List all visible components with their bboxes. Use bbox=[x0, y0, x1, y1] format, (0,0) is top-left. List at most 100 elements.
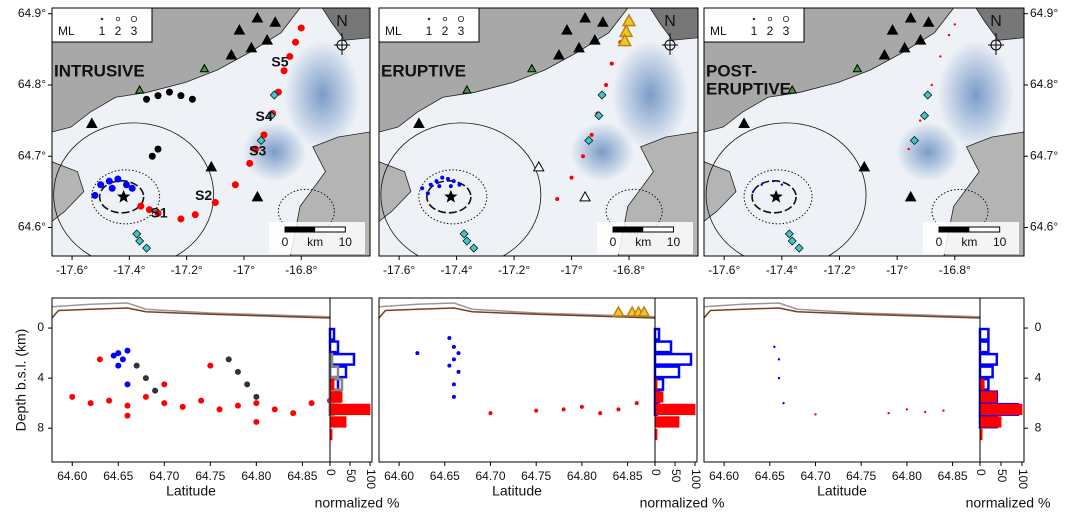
x-tick-label: -16.8° bbox=[613, 263, 645, 277]
earthquake bbox=[451, 179, 456, 184]
earthquake bbox=[437, 184, 442, 189]
phase-label: ERUPTIVE bbox=[381, 61, 466, 80]
scale-bar bbox=[939, 227, 970, 232]
station bbox=[135, 236, 145, 246]
x-tick-label: 64.80 bbox=[892, 469, 922, 483]
hypocenter bbox=[96, 356, 103, 363]
y-tick-label: 0 bbox=[1035, 320, 1042, 334]
segment-label: S2 bbox=[195, 187, 212, 203]
hypocenter bbox=[782, 401, 785, 405]
volcano bbox=[532, 160, 545, 172]
earthquake bbox=[953, 23, 957, 26]
hypocenter bbox=[923, 410, 927, 414]
scale-label: 0 bbox=[936, 235, 943, 249]
hypocenter bbox=[616, 407, 621, 412]
y-tick-label: 64.6° bbox=[18, 220, 46, 234]
x-tick-label: -17° bbox=[233, 263, 255, 277]
x-tick-label: 64.85 bbox=[287, 469, 317, 483]
legend-box bbox=[703, 7, 805, 43]
y-tick-label: 64.7° bbox=[18, 148, 46, 162]
y-tick-label: 64.7° bbox=[1030, 148, 1058, 162]
hypocenter bbox=[198, 397, 205, 404]
segment-label: S3 bbox=[249, 143, 266, 159]
profile-line bbox=[51, 302, 331, 318]
volcano bbox=[573, 41, 585, 53]
histogram-bar bbox=[979, 391, 998, 403]
scale-unit: km bbox=[307, 235, 323, 249]
hypocenter bbox=[773, 345, 776, 349]
land-dark bbox=[321, 8, 370, 41]
land bbox=[52, 161, 85, 222]
histogram-frame bbox=[654, 297, 698, 463]
scale-label: 0 bbox=[282, 235, 289, 249]
station bbox=[269, 90, 279, 100]
histogram-bar bbox=[328, 340, 340, 354]
segment-label: S1 bbox=[151, 205, 168, 221]
earthquake bbox=[191, 211, 199, 219]
hypocenter bbox=[142, 375, 149, 382]
earthquake bbox=[448, 184, 453, 189]
earthquake bbox=[177, 92, 185, 100]
glacier-shade bbox=[284, 40, 361, 150]
earthquake bbox=[581, 154, 586, 159]
legend-dot bbox=[100, 17, 104, 21]
caldera-outer bbox=[743, 169, 813, 225]
x-axis-label: Latitude bbox=[817, 483, 867, 499]
earthquake bbox=[188, 95, 196, 103]
legend-label: 2 bbox=[767, 24, 774, 38]
earthquake bbox=[260, 131, 268, 139]
land-dark bbox=[975, 8, 1024, 41]
earthquake bbox=[907, 147, 910, 151]
earthquake bbox=[280, 67, 288, 75]
hist-tick-label: 100 bbox=[689, 469, 703, 489]
y-tick-label: 8 bbox=[1035, 420, 1042, 434]
glacier-shade bbox=[611, 40, 689, 150]
hypocenter bbox=[271, 406, 278, 413]
legend-label: 3 bbox=[131, 24, 138, 38]
earthquake bbox=[457, 182, 462, 187]
volcano bbox=[588, 34, 601, 45]
profile-line bbox=[703, 302, 981, 318]
station bbox=[794, 243, 804, 253]
earthquake bbox=[143, 95, 151, 103]
x-tick-label: -17° bbox=[886, 263, 908, 277]
volcano bbox=[904, 11, 917, 23]
central-volcano bbox=[852, 63, 863, 73]
scale-unit: km bbox=[635, 235, 651, 249]
legend-dot bbox=[457, 15, 465, 23]
caldera-outer bbox=[418, 169, 488, 225]
hypocenter bbox=[69, 393, 76, 400]
land bbox=[379, 161, 412, 222]
x-tick-label: -16.8° bbox=[939, 263, 971, 277]
histogram-bar bbox=[978, 327, 990, 341]
x-tick-label: -17.2° bbox=[171, 263, 203, 277]
earthquake bbox=[919, 119, 922, 122]
hypocenter bbox=[415, 351, 420, 356]
caldera-outer bbox=[91, 169, 161, 225]
hypocenter bbox=[777, 376, 781, 380]
histogram-bar bbox=[653, 365, 681, 379]
x-tick-label: 64.70 bbox=[475, 469, 505, 483]
hypocenter bbox=[634, 401, 639, 406]
scale-unit: km bbox=[961, 235, 977, 249]
histogram-bar bbox=[653, 327, 661, 341]
hypocenter bbox=[308, 400, 315, 407]
volcano bbox=[904, 190, 917, 202]
legend-label: 3 bbox=[783, 24, 790, 38]
profile-line bbox=[51, 307, 331, 319]
x-tick-label: -17° bbox=[560, 263, 582, 277]
eruption-site bbox=[617, 33, 632, 47]
earthquake bbox=[555, 196, 560, 201]
hypocenter bbox=[216, 406, 223, 413]
caldera bbox=[98, 180, 145, 214]
y-tick-label: 64.9° bbox=[18, 6, 46, 20]
earthquake bbox=[420, 186, 425, 191]
frame bbox=[51, 7, 371, 257]
volcano bbox=[858, 160, 871, 172]
volcano bbox=[251, 190, 264, 202]
scale-bar bbox=[285, 227, 316, 232]
histogram-bar bbox=[978, 365, 994, 379]
earthquake bbox=[297, 24, 305, 32]
hypocenter bbox=[106, 397, 113, 404]
x-tick-label: -17.4° bbox=[766, 263, 798, 277]
